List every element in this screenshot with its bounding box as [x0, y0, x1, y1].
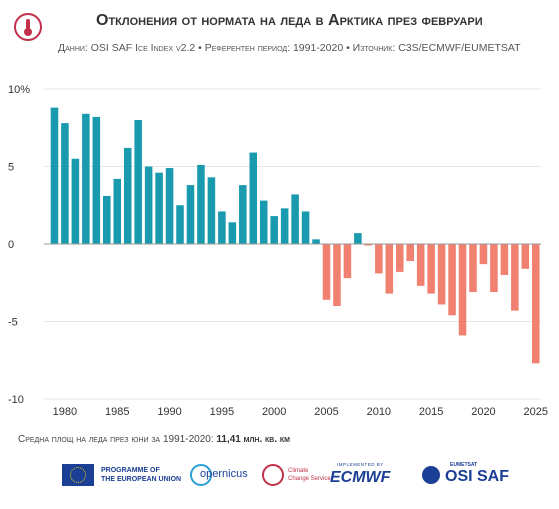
bar [176, 205, 184, 244]
bar [406, 244, 414, 262]
bar [448, 244, 456, 316]
x-tick-label: 2000 [262, 406, 286, 418]
bar [228, 222, 237, 244]
x-tick-label: 1990 [157, 406, 181, 418]
bar [144, 166, 153, 244]
bar [165, 168, 174, 244]
bar [186, 185, 195, 244]
bar [61, 123, 69, 244]
c3s-logo: Climate Change Service [288, 467, 331, 483]
bar [259, 200, 268, 244]
chart-title: Отклонения от нормата на леда в Арктика … [96, 12, 483, 29]
bar [427, 244, 435, 294]
bar [343, 244, 352, 279]
bar [239, 185, 247, 244]
bar [500, 244, 509, 275]
bar [354, 233, 362, 244]
bar [395, 244, 404, 272]
bar [249, 152, 258, 244]
bar-chart: 10% 5 0 -5 -10 1980 1985 1990 1995 2000 2005 2010 20… [8, 84, 548, 418]
bar [532, 244, 540, 364]
eu-text-line-1: PROGRAMME OF [101, 467, 160, 474]
bar [521, 244, 530, 269]
bar [458, 244, 467, 336]
bar [385, 244, 394, 294]
x-tick-label: 2010 [367, 406, 391, 418]
bar [333, 244, 341, 306]
bar [50, 107, 59, 244]
eumetsat-label: EUMETSAT [450, 462, 478, 468]
ecmwf-logo: ECMWF [330, 469, 391, 486]
ecmwf-implemented-label: IMPLEMENTED BY [337, 462, 384, 467]
bar [511, 244, 519, 311]
y-tick-label: 5 [8, 162, 14, 174]
reference-note-value: 11,41 млн. кв. км [216, 434, 290, 445]
reference-note: Средна площ на леда през юни за 1991-202… [18, 434, 290, 445]
bar [218, 211, 226, 244]
bar [71, 158, 80, 244]
y-tick-label: 0 [8, 239, 14, 251]
bar [322, 244, 331, 300]
x-tick-label: 2005 [314, 406, 338, 418]
bar [469, 244, 477, 293]
copernicus-logo: opernicus [200, 468, 248, 480]
eu-flag-icon [62, 464, 94, 486]
bar [479, 244, 488, 265]
bar [312, 239, 320, 244]
x-tick-label: 1980 [53, 406, 77, 418]
partner-logos: PROGRAMME OF THE EUROPEAN UNION opernicu… [0, 462, 559, 496]
osi-saf-logo: OSI SAF [445, 468, 510, 485]
bar [364, 244, 373, 246]
bar [113, 178, 122, 244]
bar [291, 194, 299, 244]
x-tick-label: 1985 [105, 406, 129, 418]
c3s-ring-icon [262, 464, 284, 486]
bar [197, 164, 205, 244]
bar [92, 116, 101, 244]
osi-saf-globe-icon [422, 466, 440, 484]
bar [134, 120, 142, 244]
bar [437, 244, 446, 305]
bar [270, 216, 278, 244]
reference-note-label: Средна площ на леда през юни за 1991-202… [18, 434, 217, 445]
x-tick-label: 2015 [419, 406, 443, 418]
x-tick-label: 2025 [524, 406, 548, 418]
bar [207, 177, 216, 244]
copernicus-ring-icon [190, 464, 212, 486]
bar [155, 172, 163, 244]
y-tick-label: 10% [8, 84, 30, 96]
bar [280, 208, 289, 244]
bar [103, 195, 111, 244]
y-tick-label: -5 [8, 317, 18, 329]
bar [301, 211, 310, 244]
eu-text-line-2: THE EUROPEAN UNION [101, 476, 182, 483]
thermometer-logo-icon [14, 13, 42, 41]
x-tick-label: 1995 [210, 406, 234, 418]
bar [123, 147, 132, 244]
c3s-text-line-2: Change Service [288, 476, 331, 482]
eu-programme-logo: PROGRAMME OF THE EUROPEAN UNION [101, 466, 181, 484]
bar [416, 244, 425, 286]
bar [375, 244, 383, 274]
y-tick-label: -10 [8, 394, 24, 406]
chart-subtitle: Данни: OSI SAF Ice Index v2.2 • Референт… [58, 42, 521, 54]
bar [490, 244, 498, 293]
c3s-text-line-1: Climate [288, 468, 309, 474]
bar [82, 113, 90, 244]
x-tick-label: 2020 [471, 406, 495, 418]
